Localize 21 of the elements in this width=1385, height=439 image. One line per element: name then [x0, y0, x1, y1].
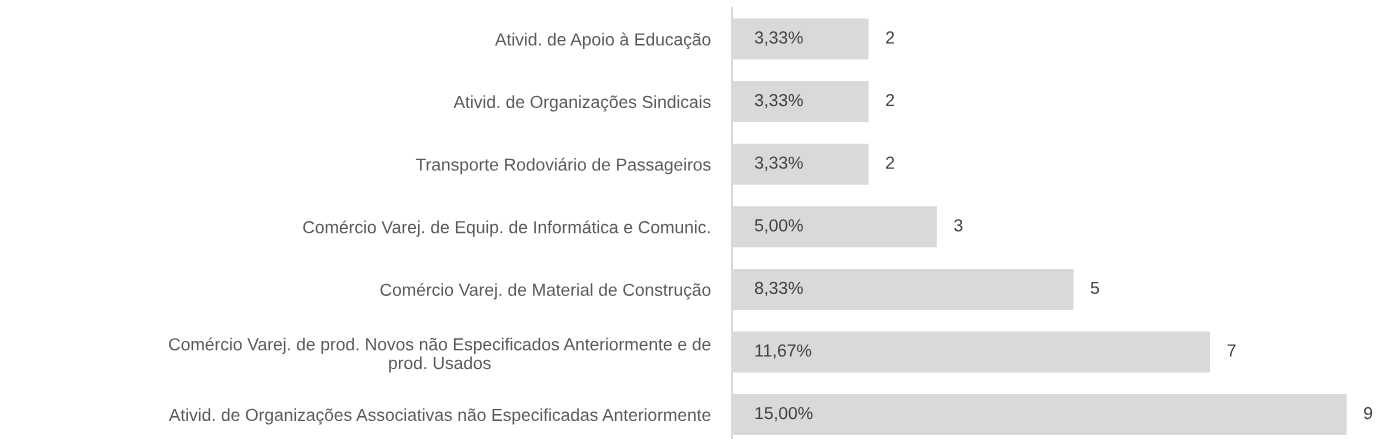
y-tick-label: Comércio Varej. de Material de Construção [380, 283, 711, 300]
annotation: 3,33% [754, 93, 803, 109]
data-label: 2 [886, 156, 895, 169]
data-label: 2 [886, 31, 895, 44]
data-label: 7 [1227, 344, 1236, 357]
y-tick-label: Comércio Varej. de Equip. de Informática e Comunic. [303, 220, 710, 237]
y-tick-label: Transporte Rodoviário de Passageiros [415, 157, 711, 175]
y-tick-label: Ativid. de Organizações Sindicais [453, 95, 711, 112]
y-tick-label: Ativid. de Apoio à Educação [495, 32, 711, 50]
annotation: 3,33% [754, 31, 803, 46]
data-label: 9 [1364, 406, 1373, 420]
data-label: 3 [954, 219, 963, 232]
annotation: 8,33% [754, 281, 803, 297]
data-label: 5 [1090, 281, 1100, 295]
annotation: 3,33% [754, 156, 803, 171]
annotation: 11,67% [755, 344, 812, 359]
annotation: 5,00% [754, 219, 803, 234]
y-tick-label: Ativid. de Organizações Associativas não Especificadas Anteriormente [168, 408, 711, 425]
y-tick-label: Comércio Varej. de prod. Novos não Especificados Anteriormente e de prod. Usados [169, 337, 711, 373]
data-label: 2 [886, 93, 895, 107]
annotation: 15,00% [755, 406, 813, 422]
